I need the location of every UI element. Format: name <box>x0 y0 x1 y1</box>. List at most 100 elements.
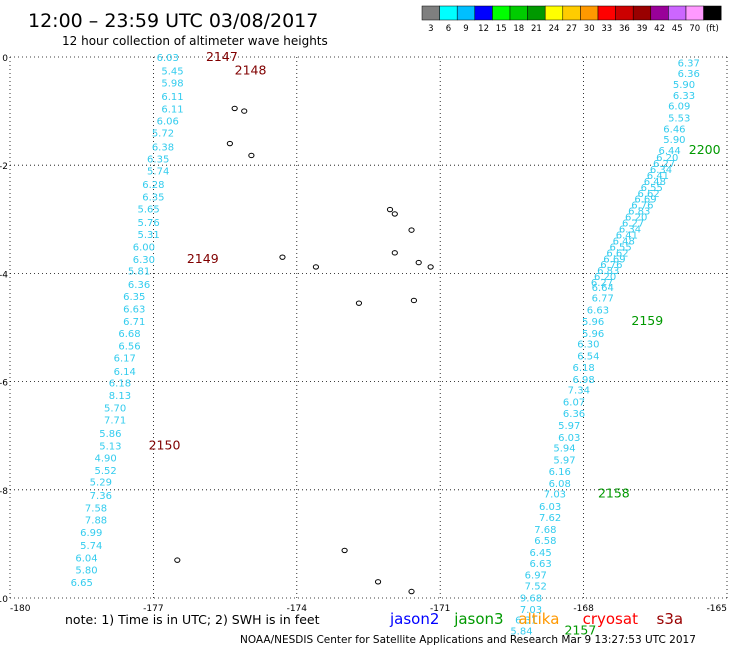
wave-height-label: 7.36 <box>90 491 112 502</box>
footer-note: note: 1) Time is in UTC; 2) SWH is in fe… <box>65 612 320 627</box>
island-outline <box>410 297 418 304</box>
wave-height-label: 6.06 <box>157 116 179 127</box>
wave-height-label: 6.30 <box>577 340 599 351</box>
wave-height-label: 7.62 <box>539 513 561 524</box>
wave-height-label: 6.03 <box>157 53 179 64</box>
island-outline <box>355 300 363 306</box>
track-labels: 6.035.455.986.116.116.065.726.386.355.74… <box>71 53 700 637</box>
wave-height-label: 6.63 <box>587 306 609 317</box>
wave-height-label: 5.97 <box>553 456 575 467</box>
y-tick-label: -2 <box>0 162 8 172</box>
wave-height-label: 5.65 <box>137 204 159 215</box>
overlapping-wave-label: 6.27 <box>653 159 675 170</box>
legend-label: 70 <box>689 24 700 34</box>
wave-height-label: 5.76 <box>137 218 159 229</box>
island-outline <box>374 579 382 585</box>
pass-time-label: 2148 <box>235 63 267 78</box>
legend-swatch <box>492 5 511 21</box>
legend-label: 21 <box>531 24 542 34</box>
wave-height-label: 7.52 <box>525 582 547 593</box>
wave-height-label: 7.58 <box>85 504 107 515</box>
legend-swatch <box>562 5 581 21</box>
pass-time-label: 2200 <box>689 142 721 157</box>
legend-swatch <box>668 5 687 21</box>
x-tick-label: -165 <box>707 604 727 614</box>
legend-label: 3 <box>428 24 433 34</box>
overlapping-wave-label: 6.69 <box>634 195 656 206</box>
wave-height-label: 6.35 <box>147 155 169 166</box>
chart-subtitle: 12 hour collection of altimeter wave hei… <box>62 34 328 48</box>
overlapping-wave-label: 6.76 <box>600 260 622 271</box>
wave-height-label: 6.11 <box>161 104 183 115</box>
legend-swatch <box>474 5 493 21</box>
satellite-name-s3a: s3a <box>657 610 684 628</box>
island-outline <box>408 227 415 233</box>
wave-height-label: 6.65 <box>71 578 93 589</box>
wave-height-label: 6.44 <box>659 146 681 157</box>
wave-height-label: 5.13 <box>99 441 121 452</box>
wave-height-label: 6.36 <box>563 409 585 420</box>
overlapping-wave-label: 6.34 <box>619 224 641 235</box>
wave-height-label: 5.29 <box>90 478 112 489</box>
satellite-name-cryosat: cryosat <box>583 610 638 628</box>
legend-swatch <box>685 5 704 21</box>
wave-height-label: 7.88 <box>85 516 107 527</box>
legend-swatch <box>650 5 669 21</box>
legend-label: 42 <box>654 24 665 34</box>
x-tick-label: -168 <box>573 604 594 614</box>
x-tick-label: -177 <box>143 604 163 614</box>
wave-height-label: 5.96 <box>582 329 604 340</box>
wave-height-label: 4.90 <box>94 453 116 464</box>
legend-swatch <box>509 5 528 21</box>
wave-height-label: 7.71 <box>104 415 126 426</box>
wave-height-label: 6.04 <box>75 553 97 564</box>
wave-height-label: 6.37 <box>678 58 700 69</box>
wave-height-label: 5.84 <box>510 626 532 637</box>
legend-label: 27 <box>566 24 577 34</box>
plot-frame <box>10 57 727 598</box>
wave-height-label: 6.00 <box>133 242 155 253</box>
overlapping-wave-label: 6.20 <box>625 213 647 224</box>
wave-height-label: 5.97 <box>558 421 580 432</box>
satellite-name-jason3: jason3 <box>453 610 503 628</box>
overlapping-wave-label: 6.62 <box>606 248 628 259</box>
wave-height-label: 5.53 <box>668 114 690 125</box>
legend-label: 9 <box>463 24 468 34</box>
wave-height-label: 6.03 <box>558 433 580 444</box>
x-tick-labels: -180 -177 -174 -171 -168 -165 <box>10 604 727 614</box>
y-tick-label: -4 <box>0 270 8 280</box>
wave-height-label: 6.36 <box>128 280 150 291</box>
pass-time-label: 2158 <box>598 486 630 501</box>
overlapping-wave-label: 6.20 <box>656 153 678 164</box>
pass-time-label: 2147 <box>206 49 238 64</box>
wave-height-label: 6.46 <box>663 124 685 135</box>
overlapping-wave-label: 6.62 <box>637 189 659 200</box>
x-tick-label: -174 <box>287 604 308 614</box>
wave-height-label: 7.34 <box>568 386 590 397</box>
chart-title: 12:00 – 23:59 UTC 03/08/2017 <box>28 10 318 32</box>
island-outline <box>174 557 181 563</box>
wave-height-label: 5.96 <box>582 317 604 328</box>
island-outline <box>408 588 415 595</box>
wave-height-label: 6.31 <box>515 616 537 627</box>
island-outline <box>312 264 320 270</box>
legend-swatch <box>580 5 599 21</box>
overlapping-wave-label: 6.83 <box>597 266 619 277</box>
y-tick-label: -6 <box>0 379 8 389</box>
pass-time-label: 2159 <box>631 313 663 328</box>
y-tick-label: -10 <box>0 595 8 605</box>
island-outline <box>391 250 398 256</box>
legend-swatch <box>421 5 440 21</box>
legend-swatch <box>615 5 634 21</box>
legend-label: 6 <box>446 24 451 34</box>
island-outlines <box>174 105 434 595</box>
wave-height-label: 6.99 <box>80 528 102 539</box>
overlapping-wave-label: 6.48 <box>644 177 666 188</box>
wave-height-label: 5.72 <box>152 129 174 140</box>
pass-time-label: 2150 <box>149 437 181 452</box>
wave-height-label: 6.36 <box>678 69 700 80</box>
wave-height-label: 5.74 <box>80 541 102 552</box>
wave-height-label: 6.30 <box>133 255 155 266</box>
